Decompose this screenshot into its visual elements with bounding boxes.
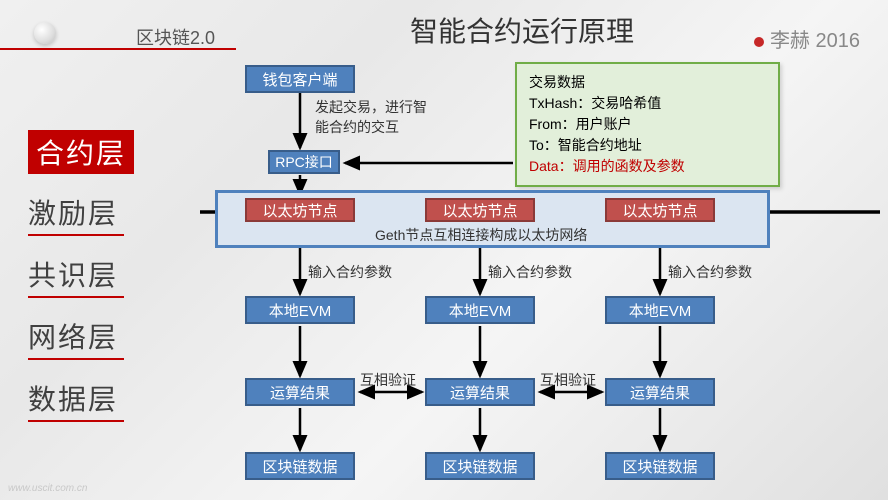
tx-data-callout: 交易数据 TxHash：交易哈希值 From：用户账户 To：智能合约地址 Da… xyxy=(515,62,780,187)
wallet-box: 钱包客户端 xyxy=(245,65,355,93)
evm-2: 本地EVM xyxy=(425,296,535,324)
verify-label-1: 互相验证 xyxy=(360,370,416,390)
eth-node-3: 以太坊节点 xyxy=(605,198,715,222)
watermark: www.uscit.com.cn xyxy=(8,483,87,494)
subtitle: 区块链2.0 xyxy=(136,24,215,50)
verify-label-2: 互相验证 xyxy=(540,370,596,390)
callout-title: 交易数据 xyxy=(529,72,766,93)
callout-l1: TxHash：交易哈希值 xyxy=(529,93,766,114)
evm-1: 本地EVM xyxy=(245,296,355,324)
callout-l4: Data：调用的函数及参数 xyxy=(529,156,766,177)
layer-contract: 合约层 xyxy=(28,130,134,174)
rpc-box: RPC接口 xyxy=(268,150,340,174)
layer-incentive: 激励层 xyxy=(28,192,134,236)
result-2: 运算结果 xyxy=(425,378,535,406)
eth-node-2: 以太坊节点 xyxy=(425,198,535,222)
input-label-3: 输入合约参数 xyxy=(668,262,752,282)
layer-data: 数据层 xyxy=(28,378,134,422)
evm-3: 本地EVM xyxy=(605,296,715,324)
callout-l3: To：智能合约地址 xyxy=(529,135,766,156)
corner-dot-icon xyxy=(34,22,56,44)
initiate-label: 发起交易，进行智能合约的交互 xyxy=(315,97,427,137)
bullet-icon xyxy=(754,37,764,47)
input-label-1: 输入合约参数 xyxy=(308,262,392,282)
layer-consensus: 共识层 xyxy=(28,254,134,298)
input-label-2: 输入合约参数 xyxy=(488,262,572,282)
flowchart: 钱包客户端 发起交易，进行智能合约的交互 RPC接口 交易数据 TxHash：交… xyxy=(200,48,880,498)
chain-3: 区块链数据 xyxy=(605,452,715,480)
callout-l2: From：用户账户 xyxy=(529,114,766,135)
result-1: 运算结果 xyxy=(245,378,355,406)
chain-2: 区块链数据 xyxy=(425,452,535,480)
result-3: 运算结果 xyxy=(605,378,715,406)
layer-list: 合约层 激励层 共识层 网络层 数据层 xyxy=(28,130,134,440)
page-title: 智能合约运行原理 xyxy=(410,10,634,50)
network-caption: Geth节点互相连接构成以太坊网络 xyxy=(375,225,587,245)
chain-1: 区块链数据 xyxy=(245,452,355,480)
eth-node-1: 以太坊节点 xyxy=(245,198,355,222)
layer-network: 网络层 xyxy=(28,316,134,360)
